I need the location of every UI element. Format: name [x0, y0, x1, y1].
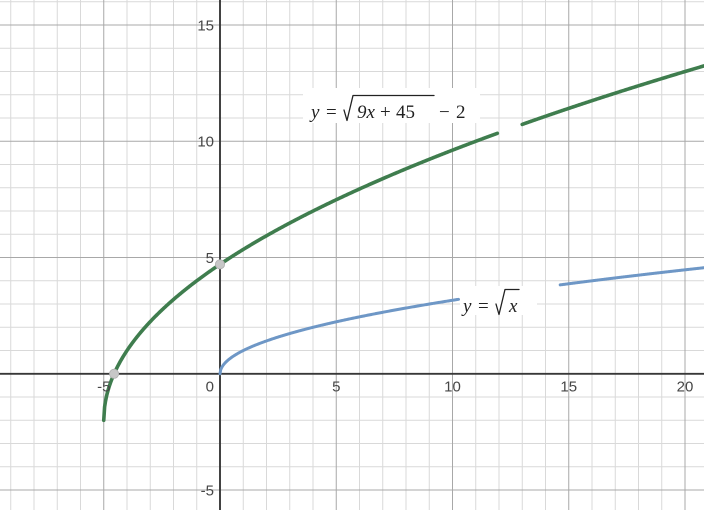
svg-text:45: 45 [396, 102, 415, 123]
svg-text:5: 5 [332, 378, 340, 395]
svg-text:y: y [309, 102, 320, 123]
svg-text:10: 10 [197, 134, 214, 151]
svg-text:2: 2 [456, 102, 466, 123]
svg-text:=: = [478, 296, 489, 317]
svg-text:15: 15 [560, 378, 577, 395]
svg-text:0: 0 [206, 378, 214, 395]
svg-text:-5: -5 [97, 378, 110, 395]
svg-text:−: − [439, 102, 450, 123]
svg-text:+: + [380, 102, 391, 123]
svg-text:15: 15 [197, 17, 214, 34]
svg-text:-5: -5 [201, 482, 214, 499]
svg-text:20: 20 [677, 378, 694, 395]
svg-text:5: 5 [206, 250, 214, 267]
svg-text:x: x [508, 296, 518, 317]
svg-text:y: y [461, 296, 472, 317]
svg-text:10: 10 [444, 378, 461, 395]
svg-text:=: = [326, 102, 337, 123]
svg-text:9x: 9x [357, 102, 376, 123]
